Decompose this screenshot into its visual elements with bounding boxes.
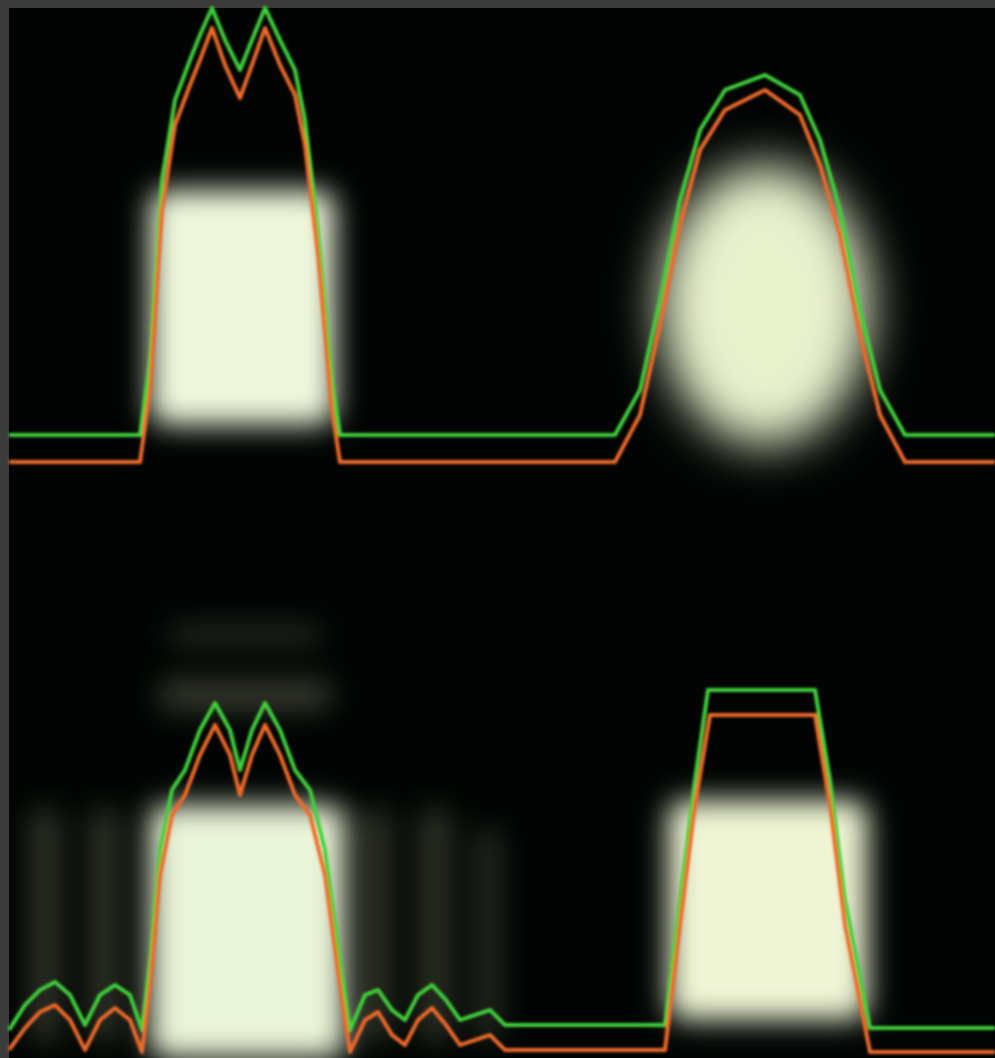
beam-profile-photo: [0, 0, 995, 1058]
spot-top-left: [150, 190, 335, 425]
page: [0, 0, 995, 1058]
